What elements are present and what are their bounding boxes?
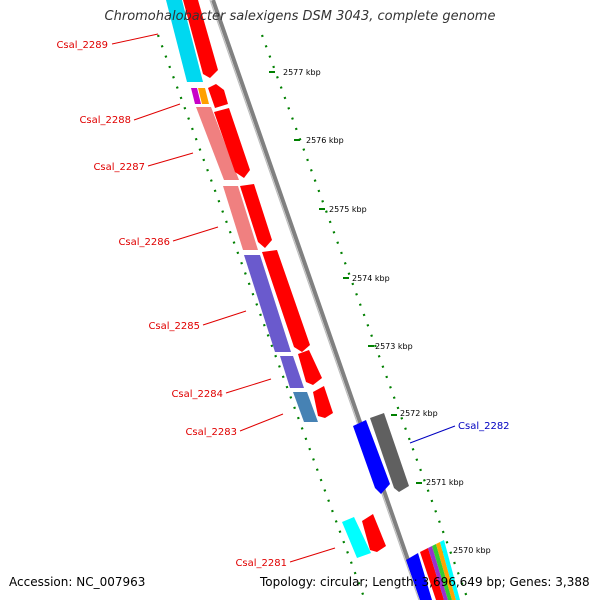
feature-purple[interactable] [428, 546, 448, 600]
forward-genes [183, 0, 386, 552]
tick-label: 2577 kbp [283, 68, 321, 77]
leader-line [111, 33, 159, 45]
inner-guide-line [156, 34, 367, 600]
leader-line [147, 152, 194, 167]
gene-arrow-gray[interactable] [370, 413, 409, 492]
gene-label[interactable]: Csal_2284 [171, 389, 223, 400]
tick-labels: 2577 kbp 2576 kbp 2575 kbp 2574 kbp 2573… [283, 68, 491, 555]
accession-label: Accession: NC_007963 [9, 575, 146, 589]
feature-steelblue[interactable] [293, 392, 318, 422]
gene-label[interactable]: Csal_2288 [79, 115, 131, 126]
gene-label[interactable]: Csal_2287 [93, 162, 145, 173]
leader-line [202, 310, 247, 326]
tick-label: 2570 kbp [453, 546, 491, 555]
gene-arrow[interactable] [183, 0, 218, 78]
leader-line [239, 413, 284, 432]
inner-feature-ring [166, 0, 371, 558]
genome-title: Chromohalobacter salexigens DSM 3043, co… [104, 9, 496, 24]
gene-arrow[interactable] [262, 250, 310, 352]
reverse-genes [353, 413, 409, 494]
gene-arrow[interactable] [214, 108, 250, 178]
feature-green[interactable] [432, 544, 452, 600]
leader-line [172, 226, 219, 242]
gene-arrow-reverse[interactable] [353, 420, 390, 494]
outer-guide-line [260, 34, 470, 600]
leader-line [133, 103, 181, 121]
feature-cyan[interactable] [342, 517, 371, 558]
feature-pink[interactable] [196, 107, 239, 180]
gene-arrow[interactable] [240, 184, 272, 248]
genome-backbone [211, 0, 424, 600]
feature-blue[interactable] [406, 553, 432, 600]
tick-marks [269, 71, 447, 553]
feature-orange[interactable] [436, 542, 456, 600]
tick-label: 2574 kbp [352, 274, 390, 283]
tick-label: 2576 kbp [306, 136, 344, 145]
tick-label: 2571 kbp [426, 478, 464, 487]
feature-purple[interactable] [244, 255, 291, 352]
gene-arrow[interactable] [313, 386, 333, 418]
feature-magenta[interactable] [191, 88, 201, 104]
gene-labels: Csal_2289 Csal_2288 Csal_2287 Csal_2286 … [56, 40, 509, 569]
feature-cyan[interactable] [440, 540, 460, 600]
gene-label[interactable]: Csal_2286 [118, 237, 170, 248]
gene-arrow[interactable] [298, 350, 322, 385]
feature-orange[interactable] [198, 88, 209, 104]
gene-arrow[interactable] [362, 514, 386, 552]
leader-line [225, 378, 272, 394]
feature-purple[interactable] [280, 356, 304, 388]
gene-label[interactable]: Csal_2285 [148, 321, 200, 332]
genome-summary: Topology: circular; Length: 3,696,649 bp… [260, 575, 590, 589]
gene-label[interactable]: Csal_2281 [235, 558, 287, 569]
genome-backbone-highlight [209, 0, 420, 600]
bottom-feature-cluster [406, 540, 460, 600]
leader-lines [111, 33, 456, 563]
tick-label: 2572 kbp [400, 409, 438, 418]
gene-label[interactable]: Csal_2289 [56, 40, 108, 51]
gene-label[interactable]: Csal_2283 [185, 427, 237, 438]
feature-red[interactable] [420, 548, 444, 600]
feature-pink[interactable] [223, 186, 258, 250]
leader-line [409, 425, 456, 444]
leader-line [289, 547, 336, 563]
tick-label: 2575 kbp [329, 205, 367, 214]
gene-label[interactable]: Csal_2282 [458, 421, 510, 432]
feature-cyan[interactable] [166, 0, 203, 82]
gene-arrow[interactable] [208, 84, 228, 108]
tick-label: 2573 kbp [375, 342, 413, 351]
